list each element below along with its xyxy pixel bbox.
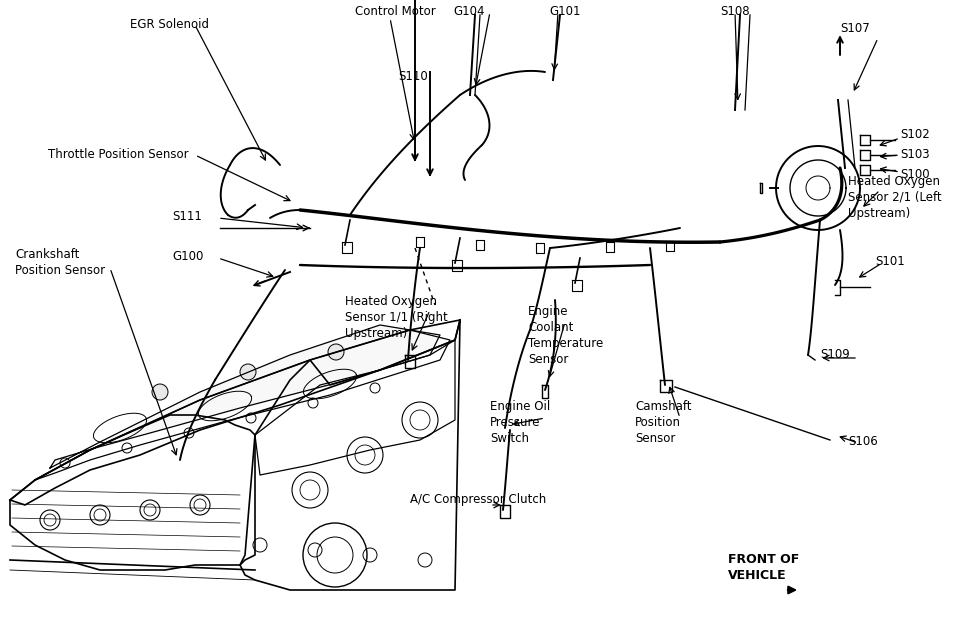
Text: S106: S106: [848, 435, 877, 448]
Text: S102: S102: [900, 128, 929, 141]
Text: EGR Solenoid: EGR Solenoid: [130, 18, 209, 31]
Circle shape: [240, 364, 256, 380]
Text: A/C Compressor Clutch: A/C Compressor Clutch: [410, 493, 546, 506]
Text: Camshaft
Position
Sensor: Camshaft Position Sensor: [635, 400, 691, 445]
Text: S110: S110: [398, 70, 428, 83]
Text: S107: S107: [840, 22, 870, 35]
Text: Engine
Coolant
Temperature
Sensor: Engine Coolant Temperature Sensor: [528, 305, 603, 366]
Text: FRONT OF
VEHICLE: FRONT OF VEHICLE: [728, 553, 800, 582]
Text: S103: S103: [900, 148, 929, 161]
Text: Control Motor: Control Motor: [355, 5, 436, 18]
Text: Engine Oil
Pressure
Switch: Engine Oil Pressure Switch: [490, 400, 550, 445]
Text: Heated Oxygen
Sensor 2/1 (Left
Upstream): Heated Oxygen Sensor 2/1 (Left Upstream): [848, 175, 942, 220]
Text: S101: S101: [875, 255, 904, 268]
Circle shape: [152, 384, 168, 400]
Text: Heated Oxygen
Sensor 1/1 (Right
Upstream): Heated Oxygen Sensor 1/1 (Right Upstream…: [345, 295, 447, 340]
Text: G104: G104: [453, 5, 485, 18]
Text: S111: S111: [172, 210, 202, 223]
Circle shape: [328, 344, 344, 360]
Text: S109: S109: [820, 348, 850, 361]
Text: Throttle Position Sensor: Throttle Position Sensor: [48, 148, 188, 161]
Text: G100: G100: [172, 250, 204, 263]
Text: S100: S100: [900, 168, 929, 181]
Polygon shape: [50, 325, 440, 468]
Text: G101: G101: [549, 5, 581, 18]
Text: Crankshaft
Position Sensor: Crankshaft Position Sensor: [15, 248, 106, 277]
Text: S108: S108: [720, 5, 750, 18]
